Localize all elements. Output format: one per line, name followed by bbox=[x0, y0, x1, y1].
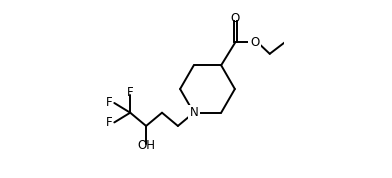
Text: F: F bbox=[127, 86, 134, 99]
Text: F: F bbox=[105, 116, 112, 129]
Text: O: O bbox=[230, 12, 240, 25]
Text: F: F bbox=[105, 96, 112, 109]
Text: O: O bbox=[250, 36, 260, 49]
Text: N: N bbox=[189, 106, 198, 119]
Text: OH: OH bbox=[137, 139, 155, 152]
